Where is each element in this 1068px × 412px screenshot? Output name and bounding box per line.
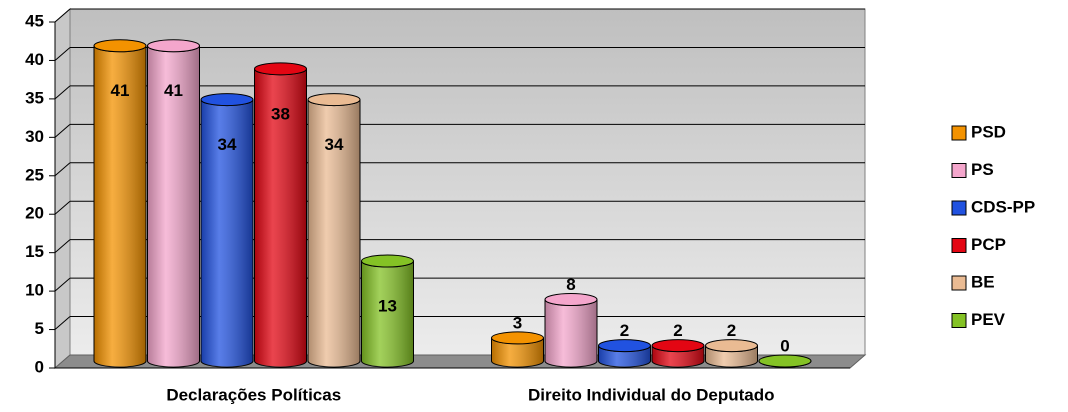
cylinder-top [307, 93, 361, 107]
legend-swatch [951, 275, 967, 291]
cylinder-top [361, 254, 414, 268]
data-label: 38 [271, 104, 290, 123]
grid-line [54, 123, 71, 138]
data-label: 13 [378, 297, 397, 316]
grid-line [54, 200, 71, 215]
cylinder-shade [94, 45, 146, 367]
cylinder-top [544, 292, 598, 306]
grid-line [54, 277, 71, 292]
legend-swatch [951, 163, 967, 178]
cylinder-shade [361, 261, 414, 367]
legend-swatch [951, 200, 967, 216]
cylinder-top [598, 339, 651, 353]
cylinder-top [254, 62, 307, 76]
cylinder-top [147, 39, 200, 53]
data-label: 2 [673, 321, 682, 340]
y-tick-label: 40 [25, 50, 44, 69]
grid-line [54, 47, 71, 61]
data-label: 41 [164, 81, 183, 100]
legend-label: CDS-PP [971, 197, 1035, 216]
data-label: 8 [566, 275, 575, 294]
data-label: 41 [111, 81, 130, 100]
legend-swatch [951, 238, 967, 253]
x-tick-label: Direito Individual do Deputado [528, 385, 775, 404]
cylinder-top [200, 93, 254, 107]
side-wall [54, 7, 71, 370]
data-label: 34 [218, 135, 237, 154]
data-label: 2 [727, 321, 736, 340]
legend-label: PCP [971, 235, 1006, 254]
cylinder-top [491, 331, 544, 345]
cylinder-shade [254, 68, 307, 368]
y-tick-label: 15 [25, 242, 44, 261]
y-tick-label: 30 [25, 127, 44, 146]
cylinder-top [705, 339, 758, 353]
data-label: 3 [513, 313, 522, 332]
legend-label: BE [971, 272, 995, 291]
cylinder-shade [147, 45, 200, 367]
cylinder-shade [201, 99, 253, 367]
y-tick-label: 0 [35, 357, 44, 376]
cylinder-top [758, 354, 812, 368]
grid-line [54, 239, 71, 254]
cylinder-top [93, 39, 147, 53]
cylinder-top [651, 339, 705, 353]
legend-swatch [951, 125, 967, 141]
legend-label: PS [971, 160, 994, 179]
data-label: 2 [620, 321, 629, 340]
legend-swatch [951, 313, 967, 328]
grid-line [54, 85, 71, 100]
y-tick-label: 45 [25, 11, 44, 30]
y-tick-label: 10 [25, 281, 44, 300]
y-tick-label: 35 [25, 88, 44, 107]
y-tick-label: 5 [35, 319, 44, 338]
x-tick-label: Declarações Políticas [166, 385, 341, 404]
cylinder-shade [545, 299, 597, 367]
legend-label: PSD [971, 122, 1006, 141]
grid-line [54, 8, 71, 23]
data-label: 0 [780, 336, 789, 355]
data-label: 34 [325, 135, 344, 154]
grid-line [54, 316, 71, 330]
y-tick-label: 20 [25, 204, 44, 223]
grid-line [54, 162, 71, 177]
cylinder-shade [491, 337, 544, 367]
legend-label: PEV [971, 310, 1006, 329]
cylinder-shade [308, 99, 360, 368]
y-tick-label: 25 [25, 165, 44, 184]
